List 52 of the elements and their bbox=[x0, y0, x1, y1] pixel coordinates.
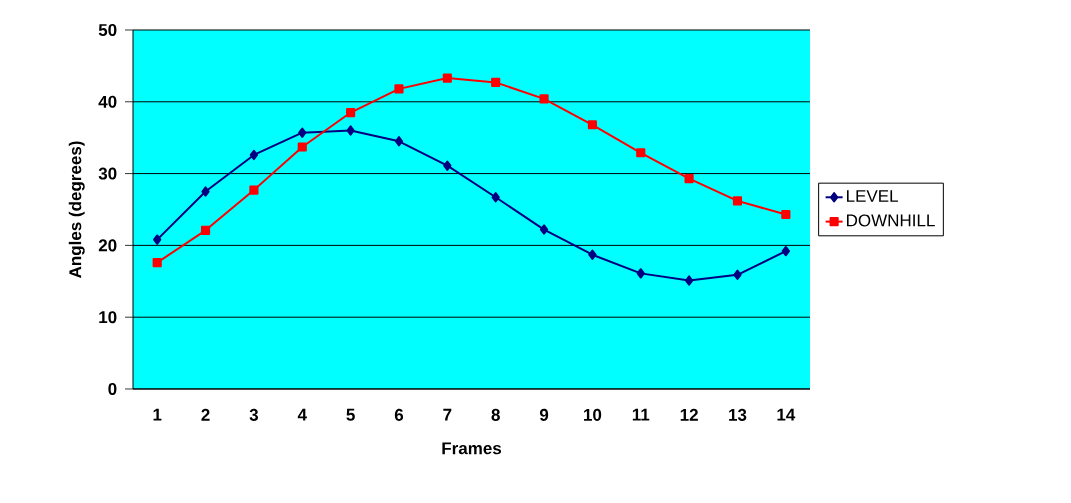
x-axis-title: Frames bbox=[442, 442, 502, 455]
point bbox=[346, 107, 356, 118]
x-tick-label: 11 bbox=[632, 408, 650, 421]
point bbox=[636, 268, 645, 279]
x-tick-label: 3 bbox=[249, 408, 259, 421]
point bbox=[443, 160, 452, 171]
point bbox=[201, 186, 210, 197]
point bbox=[394, 136, 404, 147]
x-tick-label: 6 bbox=[394, 408, 404, 421]
y-axis-title: Angles (degrees) bbox=[68, 141, 85, 279]
point bbox=[491, 192, 500, 203]
legend-label: DOWNHILL bbox=[847, 214, 935, 227]
point bbox=[684, 275, 694, 286]
point bbox=[297, 142, 307, 152]
y-tick-label: 10 bbox=[99, 311, 117, 324]
point bbox=[442, 73, 452, 83]
point bbox=[491, 77, 501, 87]
point bbox=[394, 84, 404, 94]
x-tick-label: 2 bbox=[201, 408, 210, 421]
legend-label: LEVEL bbox=[847, 190, 898, 202]
point bbox=[684, 174, 694, 184]
x-tick-label: 8 bbox=[491, 408, 500, 421]
point bbox=[587, 120, 597, 130]
x-tick-label: 7 bbox=[443, 408, 452, 421]
point bbox=[733, 269, 742, 281]
y-tick-label: 20 bbox=[98, 239, 117, 252]
x-tick-label: 10 bbox=[584, 408, 602, 421]
x-tick-label: 4 bbox=[297, 408, 307, 421]
point bbox=[588, 249, 597, 260]
y-tick-label: 30 bbox=[98, 167, 117, 180]
point bbox=[539, 94, 549, 104]
point bbox=[781, 209, 791, 220]
point bbox=[152, 258, 162, 268]
x-tick-label: 13 bbox=[729, 408, 747, 421]
x-tick-label: 9 bbox=[539, 408, 549, 421]
y-tick-label: 50 bbox=[98, 23, 117, 37]
point bbox=[153, 234, 162, 245]
point bbox=[249, 185, 259, 195]
point bbox=[539, 224, 549, 235]
point bbox=[249, 149, 259, 161]
point bbox=[781, 245, 790, 257]
point bbox=[346, 125, 355, 136]
x-tick-label: 5 bbox=[346, 408, 355, 421]
y-tick-label: 40 bbox=[98, 95, 117, 108]
x-tick-label: 12 bbox=[680, 408, 698, 421]
point bbox=[636, 148, 646, 158]
x-tick-label: 14 bbox=[777, 408, 796, 421]
point bbox=[732, 196, 743, 206]
y-tick-label: 0 bbox=[108, 382, 117, 396]
point bbox=[298, 127, 307, 138]
point bbox=[200, 225, 211, 235]
x-tick-label: 1 bbox=[153, 408, 162, 421]
